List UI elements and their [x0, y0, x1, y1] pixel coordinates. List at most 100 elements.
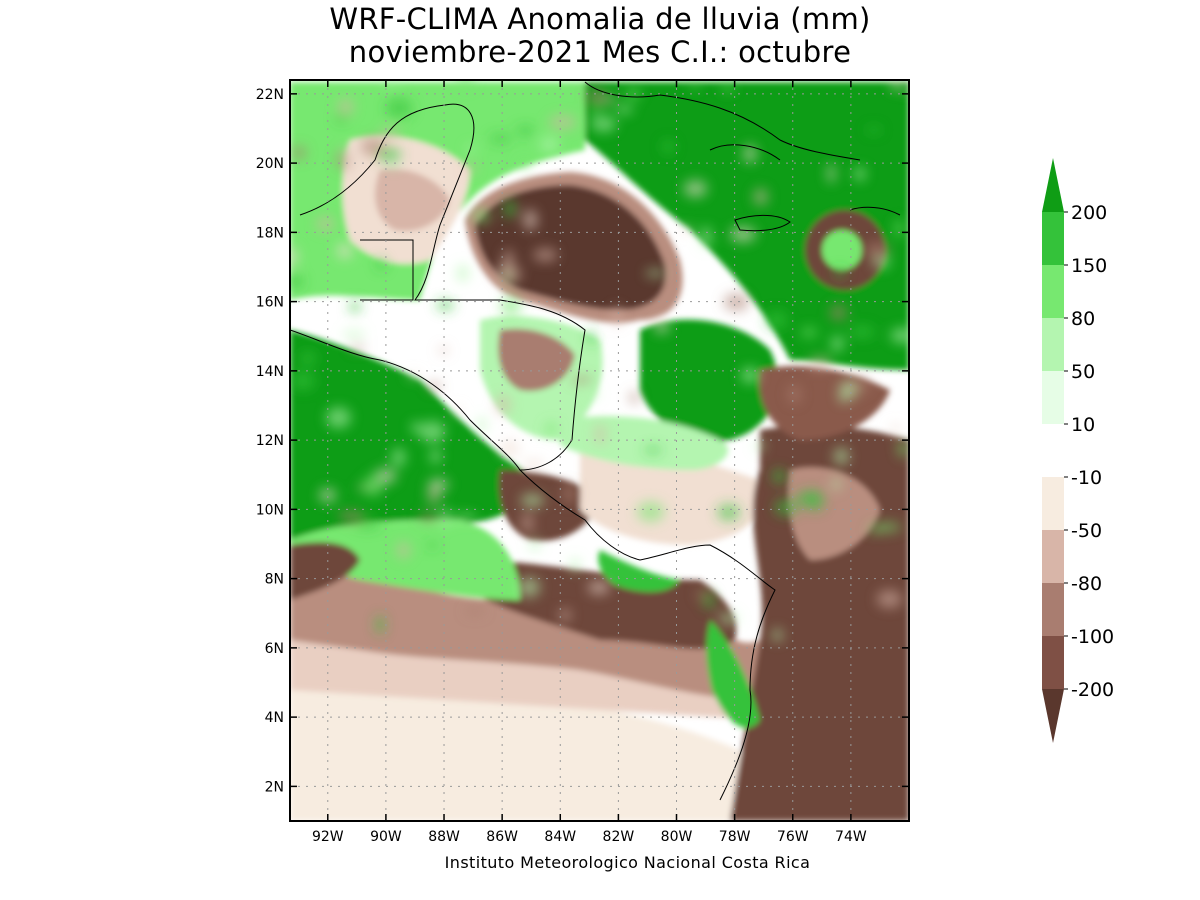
anomaly-speckle — [683, 180, 708, 198]
anomaly-speckle — [363, 474, 383, 497]
anomaly-speckle — [299, 350, 317, 366]
anomaly-speckle — [774, 498, 799, 517]
anomaly-speckle — [903, 83, 909, 93]
anomaly-speckle — [586, 87, 606, 106]
anomaly-speckle — [718, 612, 739, 625]
anomaly-speckle — [703, 591, 715, 610]
y-tick-label: 8N — [265, 572, 284, 588]
colorbar-label: 80 — [1071, 308, 1095, 330]
colorbar-segment — [1042, 265, 1064, 318]
colorbar-top-arrow — [1042, 158, 1064, 212]
anomaly-speckle — [854, 166, 866, 182]
anomaly-speckle — [772, 468, 786, 485]
y-tick-label: 18N — [256, 225, 284, 241]
x-tick-label: 78W — [719, 829, 751, 845]
anomaly-speckle — [290, 371, 316, 391]
x-tick-label: 80W — [661, 829, 693, 845]
anomaly-speckle — [829, 304, 848, 322]
anomaly-speckle — [518, 577, 541, 598]
anomaly-speckle — [833, 447, 849, 466]
anomaly-speckle — [787, 384, 802, 404]
anomaly-speckle — [342, 330, 366, 338]
anomaly-speckle — [464, 607, 485, 616]
anomaly-speckle — [587, 328, 596, 345]
colorbar-label: 200 — [1071, 202, 1107, 224]
colorbar-segment — [1042, 530, 1064, 583]
x-tick-label: 86W — [486, 829, 518, 845]
anomaly-speckle — [800, 327, 818, 338]
anomaly-speckle — [700, 226, 712, 249]
anomaly-speckle — [678, 226, 694, 234]
anomaly-speckle — [376, 146, 402, 164]
anomaly-speckle — [548, 114, 577, 130]
anomaly-speckle — [500, 296, 522, 317]
anomaly-speckle — [291, 145, 307, 160]
anomaly-speckle — [588, 389, 599, 399]
anomaly-speckle — [336, 242, 353, 260]
map-gridlines — [290, 80, 909, 821]
anomaly-speckle — [827, 163, 836, 184]
anomaly-speckle — [337, 98, 354, 116]
anomaly-field — [290, 80, 909, 821]
y-tick-label: 22N — [256, 87, 284, 103]
anomaly-speckle — [588, 580, 610, 595]
x-tick-label: 92W — [312, 829, 344, 845]
anomaly-speckle — [455, 513, 477, 522]
anomaly-speckle — [522, 458, 545, 470]
anomaly-speckle — [562, 483, 577, 505]
x-tick-label: 76W — [777, 829, 809, 845]
colorbar-label: -50 — [1071, 520, 1102, 542]
anomaly-speckle — [495, 394, 511, 415]
y-tick-label: 6N — [265, 641, 284, 657]
anomaly-speckle — [890, 327, 909, 344]
anomaly-speckle — [539, 136, 560, 153]
anomaly-speckle — [316, 216, 335, 232]
anomaly-speckle — [391, 448, 406, 467]
anomaly-speckle — [594, 423, 606, 445]
anomaly-speckle — [645, 269, 666, 277]
anomaly-speckle — [493, 264, 522, 284]
colorbar-label: -10 — [1071, 467, 1102, 489]
coastlines — [290, 81, 901, 801]
colorbar-bottom-arrow — [1042, 689, 1064, 743]
anomaly-speckle — [772, 628, 783, 642]
anomaly-speckle — [436, 299, 455, 311]
anomaly-speckle — [559, 608, 571, 622]
anomaly-speckle — [830, 335, 844, 352]
x-axis: 92W 90W 88W 86W 84W 82W 80W 78W 76W 74W — [312, 80, 867, 845]
anomaly-speckle — [521, 513, 534, 533]
anomaly-speckle — [849, 325, 875, 339]
anomaly-speckle — [375, 258, 387, 270]
anomaly-speckle — [894, 218, 904, 238]
colorbar-label: -100 — [1071, 626, 1114, 648]
colorbar-label: 10 — [1071, 414, 1095, 436]
anomaly-speckle — [429, 448, 442, 464]
anomaly-speckle — [516, 125, 535, 136]
anomaly-speckle — [438, 346, 449, 355]
anomaly-speckle — [729, 226, 757, 243]
anomaly-speckle — [653, 318, 670, 334]
anomaly-speckle — [335, 112, 348, 124]
anomaly-speckle — [696, 589, 706, 600]
map-subtitle: noviembre-2021 Mes C.I.: octubre — [348, 35, 852, 69]
colorbar-segment — [1042, 583, 1064, 636]
anomaly-speckle — [499, 439, 520, 458]
anomaly-speckle — [753, 188, 769, 206]
anomaly-speckle — [410, 421, 422, 433]
anomaly-speckle — [326, 407, 351, 429]
colorbar-segment — [1042, 424, 1064, 477]
anomaly-speckle — [381, 80, 403, 85]
anomaly-speckle — [453, 406, 462, 416]
anomaly-speckle — [808, 356, 833, 370]
anomaly-speckle — [544, 421, 558, 436]
anomaly-speckle — [354, 519, 381, 530]
anomaly-speckle — [375, 614, 385, 635]
anomaly-speckle — [290, 274, 305, 289]
anomaly-speckle — [457, 80, 475, 89]
anomaly-speckle — [721, 83, 735, 92]
anomaly-speckle — [569, 557, 581, 572]
anomaly-speckle — [629, 391, 640, 404]
anomaly-speckle — [615, 105, 634, 114]
anomaly-speckle — [637, 501, 665, 522]
